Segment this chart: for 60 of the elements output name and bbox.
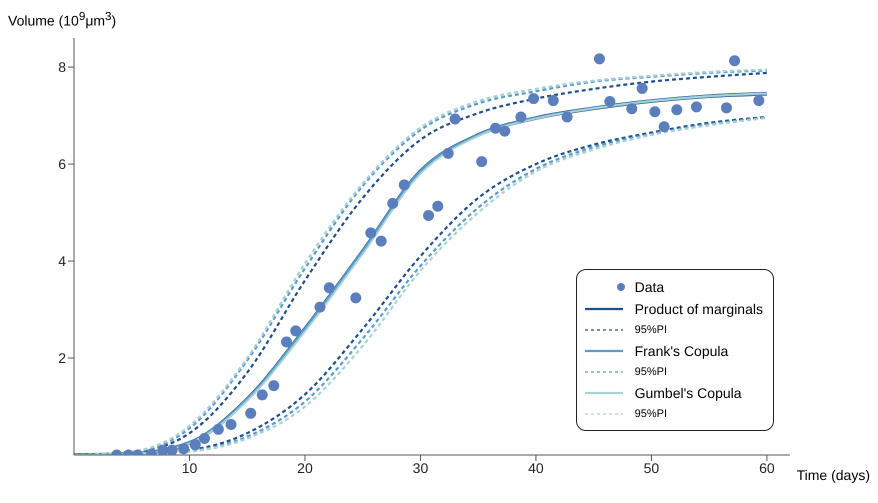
- point: [190, 439, 201, 450]
- point: [562, 112, 573, 123]
- x-tick-label: 40: [528, 460, 544, 476]
- y-axis-title: Volume (10$^{9}$μm$^{3}$): [8, 10, 116, 29]
- y-tick-label: 6: [58, 156, 66, 172]
- point: [649, 106, 660, 118]
- point: [212, 424, 224, 435]
- legend-label: Data: [634, 279, 664, 295]
- legend-label: Product of marginals: [634, 301, 763, 317]
- x-tick-label: 20: [297, 460, 313, 476]
- point: [499, 126, 510, 137]
- point: [450, 113, 461, 124]
- y-tick-label: 8: [58, 59, 66, 76]
- point: [720, 102, 732, 114]
- point: [423, 210, 434, 221]
- point: [432, 200, 444, 212]
- point: [398, 179, 410, 190]
- point: [626, 103, 638, 114]
- x-tick-label: 60: [759, 460, 775, 476]
- point: [256, 389, 268, 400]
- y-tick-label: 2: [58, 350, 66, 366]
- x-tick-label: 30: [412, 460, 428, 476]
- point: [515, 112, 526, 123]
- point: [690, 101, 702, 112]
- point: [594, 53, 605, 64]
- point: [490, 122, 502, 134]
- y-tick-label: 4: [58, 253, 66, 270]
- x-tick-label: 50: [644, 460, 660, 476]
- point: [245, 408, 256, 419]
- point: [365, 227, 376, 238]
- point: [166, 444, 178, 455]
- point: [324, 282, 335, 294]
- point: [387, 198, 398, 209]
- point: [753, 95, 764, 106]
- x-tick-label: 10: [182, 460, 198, 476]
- point: [442, 148, 454, 159]
- point: [314, 302, 326, 313]
- point: [658, 121, 670, 132]
- legend-label: Gumbel's Copula: [634, 385, 742, 401]
- point: [280, 336, 292, 348]
- point: [376, 236, 387, 247]
- point: [198, 433, 210, 444]
- legend-label: 95%PI: [634, 324, 668, 336]
- point: [604, 96, 616, 108]
- point: [268, 380, 280, 392]
- point: [729, 55, 740, 66]
- point: [476, 156, 488, 168]
- point: [671, 104, 682, 116]
- point: [178, 443, 190, 454]
- point: [548, 95, 559, 106]
- x-axis-title: Time (days): [796, 467, 870, 483]
- point: [226, 418, 237, 430]
- point: [636, 82, 648, 94]
- legend-label: 95%PI: [634, 408, 668, 420]
- point: [350, 292, 362, 304]
- point: [157, 444, 168, 455]
- point: [528, 93, 540, 104]
- point: [290, 325, 302, 336]
- legend-label: Frank's Copula: [634, 343, 728, 359]
- legend-label: 95%PI: [634, 366, 668, 378]
